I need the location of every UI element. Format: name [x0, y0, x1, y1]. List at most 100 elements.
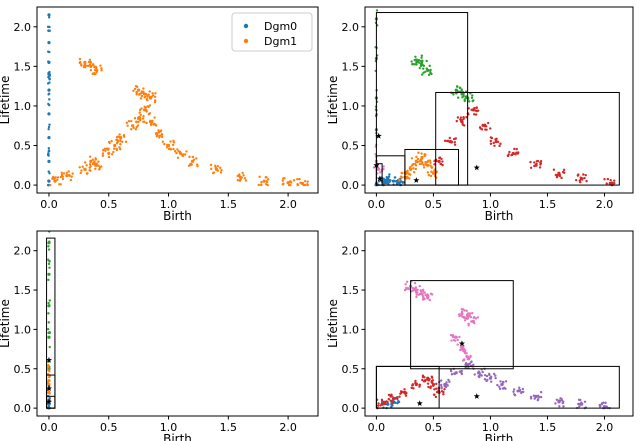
scatter-dot-Dgm1	[137, 117, 140, 121]
scatter-dot-cluster-pink	[473, 316, 476, 319]
scatter-dot-Dgm1	[142, 87, 145, 90]
scatter-dot-cluster-blue	[382, 181, 385, 185]
scatter-dot-Dgm1	[67, 170, 70, 173]
scatter-dot-Dgm0	[48, 50, 51, 54]
plot-area	[46, 231, 52, 410]
scatter-dot-cluster-purple	[470, 360, 473, 364]
scatter-dot-Dgm1	[92, 161, 95, 165]
scatter-dot-cluster-purple	[577, 398, 581, 402]
scatter-dot-cluster-red	[387, 397, 390, 401]
scatter-dot-Dgm1	[148, 97, 152, 100]
scatter-dot-Dgm1	[209, 163, 213, 167]
scatter-dot-Dgm1	[175, 151, 178, 155]
scatter-dot-cluster-red	[441, 163, 444, 167]
scatter-dot-cluster-red	[382, 402, 386, 406]
scatter-dot-Dgm1	[282, 182, 285, 185]
scatter-dot-Dgm1	[149, 122, 153, 125]
scatter-dot-cluster-pink	[421, 298, 425, 301]
data-point-Dgm0	[47, 13, 51, 17]
scatter-dot-cluster-purple	[532, 394, 536, 397]
scatter-dot-Dgm1	[139, 97, 143, 100]
data-point-Dgm0	[47, 41, 51, 45]
scatter-dot-cluster-purple	[604, 401, 607, 405]
scatter-dot-cluster-red	[376, 404, 380, 407]
scatter-dot-cluster-green	[48, 260, 51, 263]
scatter-dot-Dgm1	[95, 68, 98, 71]
scatter-dot-Dgm1	[54, 176, 57, 179]
scatter-dot-cluster-purple	[578, 402, 581, 406]
scatter-dot-cluster-purple	[496, 383, 499, 387]
scatter-dot-cluster-green	[429, 71, 432, 74]
scatter-dot-Dgm1	[183, 153, 187, 156]
scatter-dot-cluster-blue	[48, 396, 51, 400]
scatter-dot-Dgm1	[260, 183, 263, 187]
scatter-dot-cluster-purple	[501, 387, 505, 390]
scatter-dot-cluster-red	[473, 106, 476, 110]
scatter-dot-Dgm1	[89, 164, 92, 168]
scatter-dot-cluster-purple	[580, 401, 583, 404]
scatter-dot-Dgm1	[151, 92, 154, 95]
y-tick-label: 0.0	[342, 179, 360, 192]
scatter-dot-cluster-purple	[498, 387, 502, 391]
scatter-dot-cluster-red	[513, 147, 516, 151]
scatter-dot-Dgm1	[154, 99, 157, 102]
scatter-dot-cluster-red	[517, 151, 520, 154]
scatter-dot-Dgm1	[121, 140, 124, 143]
scatter-dot-cluster-pink	[379, 171, 382, 174]
scatter-dot-cluster-green	[424, 70, 427, 74]
scatter-dot-Dgm1	[107, 140, 111, 144]
scatter-dot-cluster-pink	[458, 314, 461, 318]
scatter-dot-cluster-red	[430, 375, 434, 378]
legend-marker	[243, 23, 249, 29]
scatter-dot-Dgm1	[195, 157, 198, 160]
scatter-dot-cluster-purple	[450, 373, 454, 376]
scatter-dot-cluster-blue	[391, 404, 394, 407]
scatter-dot-Dgm1	[138, 118, 142, 122]
scatter-dot-cluster-red	[431, 384, 435, 387]
scatter-dot-Dgm1	[210, 167, 213, 171]
scatter-dot-cluster-red	[426, 382, 430, 385]
scatter-dot-cluster-red	[386, 400, 389, 404]
centroid-star	[376, 175, 383, 182]
centroid-star	[473, 393, 480, 399]
centroid-star	[413, 177, 420, 183]
scatter-dot-cluster-orange	[416, 160, 419, 164]
scatter-dot-Dgm1	[87, 60, 91, 64]
scatter-dot-cluster-orange	[425, 163, 428, 167]
centroid-star	[473, 164, 480, 171]
scatter-dot-Dgm1	[165, 146, 169, 149]
scatter-dot-cluster-red	[389, 394, 392, 398]
scatter-dot-Dgm1	[61, 177, 65, 181]
y-tick-label: 1.0	[14, 323, 32, 336]
scatter-dot-Dgm1	[211, 171, 215, 175]
scatter-dot-cluster-red	[414, 379, 417, 383]
scatter-dot-cluster-red	[485, 125, 488, 128]
y-tick-label: 0.5	[14, 363, 32, 376]
scatter-dot-cluster-red	[492, 141, 495, 145]
scatter-dot-Dgm1	[94, 157, 97, 160]
scatter-dot-cluster-pink	[416, 288, 419, 292]
scatter-dot-cluster-green	[417, 58, 421, 62]
scatter-dot-cluster-pink	[404, 283, 407, 286]
scatter-dot-cluster-green	[413, 58, 416, 62]
scatter-dot-cluster-orange	[430, 170, 433, 173]
scatter-dot-cluster-red	[431, 379, 435, 382]
scatter-dot-cluster-red	[603, 178, 606, 181]
scatter-dot-cluster-purple	[453, 372, 456, 376]
y-tick-label: 2.0	[14, 21, 32, 34]
scatter-dot-cluster-blue	[394, 401, 397, 404]
scatter-dot-cluster-red	[489, 136, 493, 139]
scatter-dot-cluster-pink	[421, 288, 425, 291]
scatter-dot-cluster-red	[529, 160, 532, 164]
scatter-dot-cluster-purple	[504, 387, 507, 390]
scatter-dot-cluster-pink	[458, 335, 461, 339]
scatter-dot-cluster-orange	[413, 170, 416, 174]
scatter-dot-Dgm1	[219, 166, 222, 170]
scatter-dot-Dgm1	[172, 141, 176, 144]
scatter-dot-cluster-green	[48, 240, 51, 243]
scatter-dot-cluster-green	[48, 299, 51, 302]
scatter-dot-cluster-purple	[492, 372, 496, 376]
cluster-box	[46, 395, 56, 409]
scatter-dot-Dgm0	[48, 123, 51, 126]
scatter-dot-cluster-red	[470, 108, 473, 112]
